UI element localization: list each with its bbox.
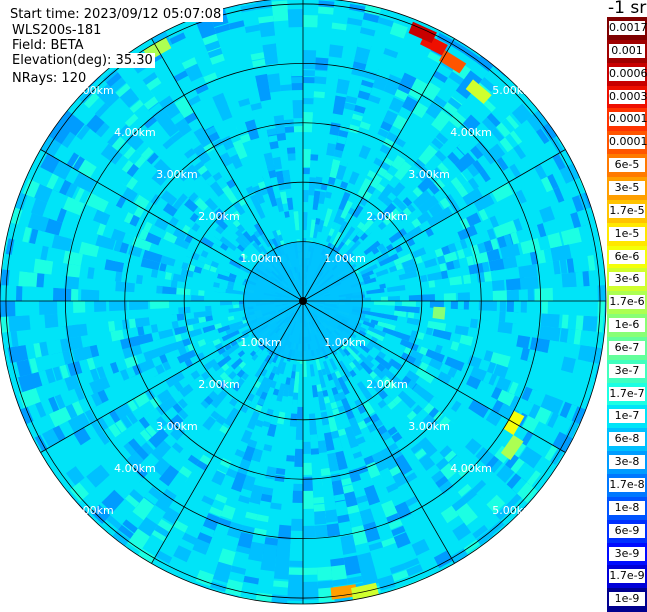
colorbar-label-24: 1.7e-9 (609, 569, 645, 584)
colorbar-label-5: 0.0001 (609, 135, 647, 150)
colorbar-label-12: 1.7e-6 (609, 295, 645, 310)
radial-line-210 (151, 300, 304, 564)
range-label-5-315: 5.00km (72, 84, 114, 97)
colorbar-label-4: 0.00017 (609, 112, 647, 127)
colorbar-label-23: 3e-9 (609, 546, 645, 561)
colorbar-title: -1 sr (608, 0, 647, 18)
colorbar-label-1: 0.001 (609, 43, 645, 58)
colorbar-label-10: 6e-6 (609, 249, 645, 264)
colorbar-label-16: 1.7e-7 (609, 386, 645, 401)
hotspot-9 (432, 306, 446, 320)
range-label-5-225: 5.00km (72, 504, 114, 517)
colorbar-label-0: 0.0017 (609, 21, 647, 35)
hotspot-3 (465, 79, 492, 104)
range-label-3-315: 3.00km (156, 168, 198, 181)
colorbar-label-19: 3e-8 (609, 455, 645, 470)
colorbar-label-14: 6e-7 (609, 340, 645, 355)
colorbar-label-17: 1e-7 (609, 409, 645, 424)
radar-center (299, 297, 307, 305)
radial-line-300 (40, 149, 304, 302)
colorbar-label-7: 3e-5 (609, 180, 645, 195)
field-label: Field: BETA (10, 38, 86, 53)
radial-line-60 (302, 149, 566, 302)
colorbar-label-3: 0.0003 (609, 89, 647, 104)
elevation-label: Elevation(deg): 35.30 (10, 53, 155, 68)
colorbar-label-11: 3e-6 (609, 272, 645, 287)
start-time-label: Start time: 2023/09/12 05:07:08 (8, 7, 224, 22)
radial-line-120 (302, 300, 566, 453)
radial-line-240 (40, 300, 304, 453)
colorbar-label-15: 3e-7 (609, 363, 645, 378)
radial-line-330 (151, 38, 304, 302)
colorbar-label-18: 6e-8 (609, 432, 645, 447)
range-label-2-225: 2.00km (198, 378, 240, 391)
range-label-5-45: 5.00km (492, 84, 534, 97)
colorbar-label-9: 1e-5 (609, 226, 645, 241)
radial-line-150 (302, 300, 455, 564)
range-label-4-225: 4.00km (114, 462, 156, 475)
range-label-1-225: 1.00km (240, 336, 282, 349)
range-label-4-315: 4.00km (114, 126, 156, 139)
range-label-4-45: 4.00km (450, 126, 492, 139)
colorbar-label-2: 0.0006 (609, 66, 647, 81)
colorbar-label-20: 1.7e-8 (609, 478, 645, 492)
range-label-1-45: 1.00km (324, 252, 366, 265)
ppi-texture (0, 0, 606, 604)
hotspot-5 (500, 435, 524, 461)
colorbar-label-13: 1e-6 (609, 318, 645, 333)
hotspot-1 (408, 21, 437, 44)
colorbar-label-21: 1e-8 (609, 500, 645, 515)
colorbar-label-6: 6e-5 (609, 158, 645, 173)
range-label-2-45: 2.00km (366, 210, 408, 223)
range-label-2-315: 2.00km (198, 210, 240, 223)
range-label-1-135: 1.00km (324, 336, 366, 349)
range-label-3-225: 3.00km (156, 420, 198, 433)
range-label-3-135: 3.00km (408, 420, 450, 433)
device-label: WLS200s-181 (10, 23, 104, 38)
range-label-1-315: 1.00km (240, 252, 282, 265)
colorbar-label-22: 6e-9 (609, 523, 645, 538)
range-label-4-135: 4.00km (450, 462, 492, 475)
radial-line-30 (302, 38, 455, 302)
range-label-5-135: 5.00km (492, 504, 534, 517)
range-label-2-135: 2.00km (366, 378, 408, 391)
colorbar-label-8: 1.7e-5 (609, 203, 645, 218)
nrays-label: NRays: 120 (10, 71, 89, 86)
range-label-3-45: 3.00km (408, 168, 450, 181)
colorbar-label-25: 1e-9 (609, 592, 645, 607)
hotspot-2 (439, 50, 467, 74)
